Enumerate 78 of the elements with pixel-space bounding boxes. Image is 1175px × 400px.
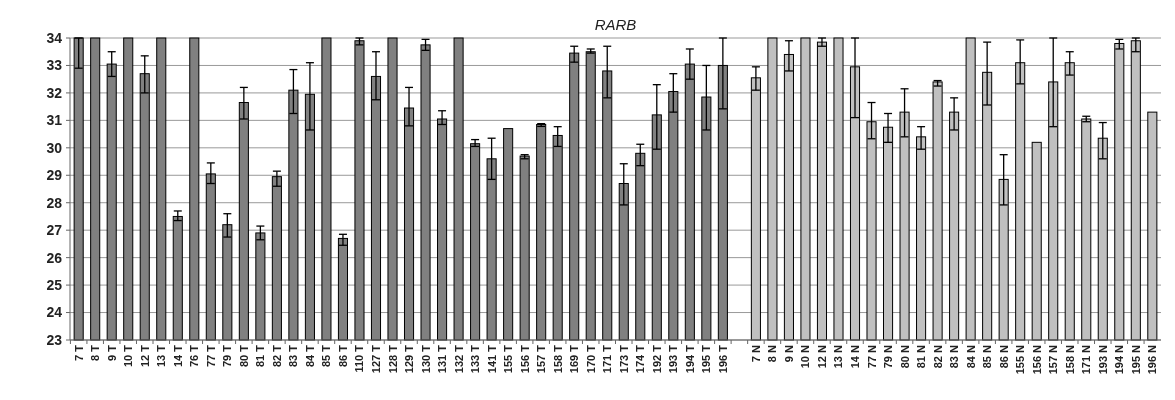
y-tick-label: 29 — [46, 167, 63, 184]
x-tick-label: 85 T — [320, 344, 333, 368]
y-tick-label: 33 — [46, 57, 63, 74]
x-tick-label: 77 N — [865, 344, 878, 369]
y-tick-label: 31 — [46, 112, 63, 129]
x-tick-label: 82 T — [270, 344, 283, 368]
x-tick-label: 171 T — [601, 344, 614, 374]
x-tick-label: 84 T — [303, 344, 316, 368]
x-tick-label: 129 T — [403, 344, 416, 374]
x-tick-label: 9 T — [105, 344, 118, 361]
x-tick-label: 127 T — [369, 344, 382, 374]
x-tick-label: 9 N — [782, 344, 795, 363]
x-tick-label: 156 N — [1030, 344, 1043, 375]
x-tick-label: 7 N — [749, 344, 762, 363]
y-tick-label: 26 — [46, 249, 63, 266]
y-tick-label: 24 — [46, 304, 63, 321]
x-tick-label: 10 N — [799, 344, 812, 369]
x-tick-label: 77 T — [204, 344, 217, 368]
x-tick-label: 82 N — [931, 344, 944, 369]
x-tick-label: 169 T — [568, 344, 581, 374]
y-tick-label: 32 — [46, 84, 63, 101]
y-tick-label: 34 — [46, 29, 63, 46]
x-tick-label: 8 N — [766, 344, 779, 363]
x-tick-label: 84 N — [964, 344, 977, 369]
x-tick-label: 195 N — [1129, 344, 1142, 375]
x-tick-label: 141 T — [485, 344, 498, 374]
x-tick-label: 83 N — [948, 344, 961, 369]
x-tick-label: 192 T — [650, 344, 663, 374]
x-tick-label: 193 T — [667, 344, 680, 374]
x-tick-label: 171 N — [1080, 344, 1093, 375]
x-tick-label: 133 T — [469, 344, 482, 374]
y-tick-label: 30 — [46, 139, 63, 156]
x-tick-label: 86 N — [997, 344, 1010, 369]
x-tick-label: 130 T — [419, 344, 432, 374]
y-tick-label: 28 — [46, 194, 63, 211]
x-tick-label: 8 T — [89, 344, 102, 361]
x-tick-label: 196 T — [716, 344, 729, 374]
x-tick-label: 80 N — [898, 344, 911, 369]
x-tick-label: 194 T — [683, 344, 696, 374]
y-tick-label: 27 — [46, 222, 63, 239]
x-tick-label: 79 N — [882, 344, 895, 369]
x-tick-label: 76 T — [188, 344, 201, 368]
y-tick-label: 23 — [46, 331, 63, 348]
x-tick-label: 155 N — [1014, 344, 1027, 375]
x-tick-label: 156 T — [518, 344, 531, 374]
x-tick-label: 86 T — [336, 344, 349, 368]
x-tick-label: 170 T — [584, 344, 597, 374]
chart-title: RARB — [594, 16, 637, 33]
x-tick-label: 7 T — [72, 344, 85, 361]
x-tick-label: 81 T — [254, 344, 267, 368]
x-tick-label: 158 T — [551, 344, 564, 374]
x-tick-label: 79 T — [221, 344, 234, 368]
x-tick-label: 14 T — [171, 344, 184, 368]
x-tick-label: 83 T — [287, 344, 300, 368]
x-tick-label: 157 T — [535, 344, 548, 374]
x-tick-label: 14 N — [849, 344, 862, 369]
x-tick-label: 80 T — [237, 344, 250, 368]
x-tick-label: 131 T — [436, 344, 449, 374]
x-tick-label: 196 N — [1146, 344, 1159, 375]
x-tick-label: 193 N — [1096, 344, 1109, 375]
x-tick-label: 155 T — [502, 344, 515, 374]
x-tick-label: 174 T — [634, 344, 647, 374]
x-tick-label: 10 T — [122, 344, 135, 368]
x-tick-label: 132 T — [452, 344, 465, 374]
x-tick-label: 128 T — [386, 344, 399, 374]
x-tick-label: 13 T — [155, 344, 168, 368]
y-tick-label: 25 — [46, 276, 63, 293]
x-tick-label: 81 N — [915, 344, 928, 369]
x-tick-label: 85 N — [981, 344, 994, 369]
x-tick-label: 12 N — [815, 344, 828, 369]
x-tick-label: 110 T — [353, 344, 366, 373]
x-tick-label: 158 N — [1063, 344, 1076, 375]
x-tick-label: 194 N — [1113, 344, 1126, 375]
x-tick-label: 157 N — [1047, 344, 1060, 375]
x-tick-label: 12 T — [138, 344, 151, 368]
x-tick-label: 173 T — [617, 344, 630, 374]
x-tick-label: 195 T — [700, 344, 713, 374]
x-tick-label: 13 N — [832, 344, 845, 369]
